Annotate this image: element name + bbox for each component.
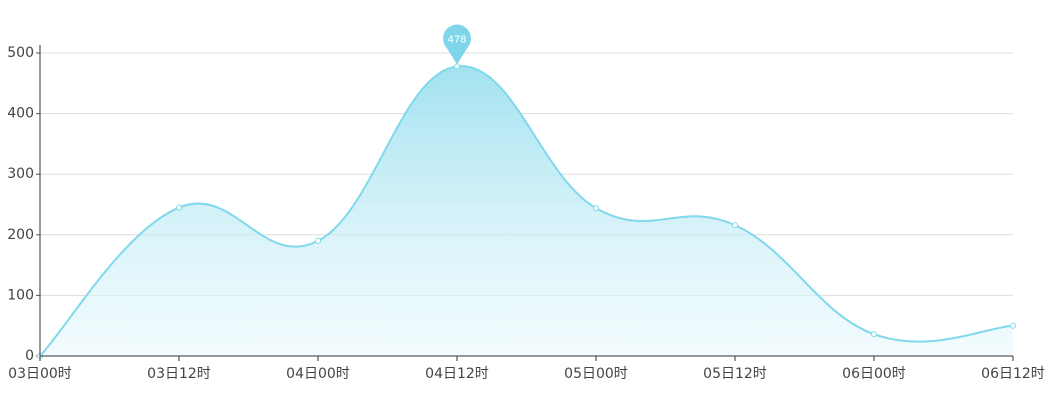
point xyxy=(732,222,738,229)
x-tick-label: 04日12时 xyxy=(425,366,489,382)
max-marker: 478 xyxy=(443,24,472,65)
line xyxy=(39,65,1014,357)
x-tick-label: 05日12时 xyxy=(703,366,767,382)
point xyxy=(315,237,321,244)
y-tick-label: 300 xyxy=(7,166,34,182)
point xyxy=(176,204,182,211)
area-fill xyxy=(40,66,1013,356)
x-tick-label: 06日12时 xyxy=(981,366,1045,382)
point xyxy=(454,63,460,70)
point xyxy=(871,331,877,338)
marker-pin xyxy=(443,24,472,65)
x-tick-label: 05日00时 xyxy=(564,366,628,382)
marker-label: 478 xyxy=(447,34,466,45)
y-tick-label: 0 xyxy=(25,348,34,364)
y-tick-label: 200 xyxy=(7,227,34,243)
point xyxy=(593,205,599,212)
x-tick-label: 03日12时 xyxy=(147,366,211,382)
x-tick-label: 04日00时 xyxy=(286,366,350,382)
y-tick-label: 400 xyxy=(7,106,34,122)
y-tick-label: 100 xyxy=(7,287,34,303)
point xyxy=(1010,322,1016,329)
x-tick-label: 03日00时 xyxy=(8,366,72,382)
y-tick-label: 500 xyxy=(7,45,34,61)
x-tick-label: 06日00时 xyxy=(842,366,906,382)
